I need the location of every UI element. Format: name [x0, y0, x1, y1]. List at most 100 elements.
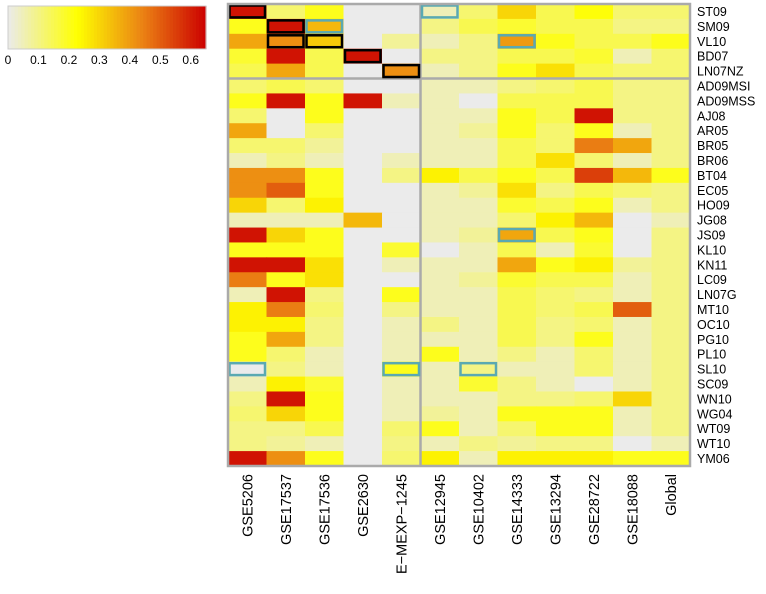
heatmap-cell	[266, 331, 306, 348]
heatmap-cell	[459, 421, 499, 437]
heatmap-cell	[497, 242, 537, 258]
heatmap-cell	[266, 406, 306, 422]
heatmap-cell	[343, 212, 383, 229]
legend-swatch	[67, 6, 72, 49]
highlight-box-teal	[459, 361, 498, 377]
heatmap-cell	[651, 48, 691, 65]
heatmap-cell	[536, 227, 576, 244]
heatmap-cell	[497, 376, 537, 393]
row-label: SC09	[697, 378, 728, 392]
highlight-box-black	[266, 34, 305, 49]
heatmap-cell	[228, 287, 268, 303]
legend-swatch	[110, 6, 115, 49]
heatmap-cell	[266, 346, 306, 363]
heatmap-cell	[459, 93, 499, 109]
heatmap-cell	[305, 212, 345, 229]
legend-swatch	[14, 6, 19, 49]
heatmap-cell	[228, 182, 268, 199]
heatmap-cell	[382, 48, 422, 65]
heatmap-cell	[459, 451, 499, 467]
heatmap-cell	[497, 436, 537, 452]
heatmap-cell	[613, 302, 653, 318]
heatmap-cell	[497, 48, 537, 65]
heatmap-cell	[343, 406, 383, 422]
legend-swatch	[90, 6, 95, 49]
heatmap-cell	[228, 78, 268, 95]
heatmap-cell	[651, 138, 691, 154]
heatmap-cell	[266, 48, 306, 65]
legend-swatch	[202, 6, 207, 49]
heatmap-cell	[305, 167, 345, 184]
highlight-box-black	[305, 34, 344, 49]
heatmap-cell	[536, 93, 576, 109]
heatmap-cell	[343, 391, 383, 407]
heatmap-cell	[228, 346, 268, 363]
heatmap-cell	[228, 138, 268, 154]
legend-swatch	[189, 6, 194, 49]
heatmap-cell	[497, 212, 537, 229]
column-label: GSE5206	[240, 474, 256, 537]
heatmap-cell	[459, 138, 499, 154]
heatmap-cell	[613, 197, 653, 214]
heatmap-cell	[266, 376, 306, 393]
heatmap-cell	[305, 436, 345, 452]
heatmap-cell	[497, 182, 537, 199]
heatmap-cell	[497, 406, 537, 422]
heatmap-cell	[420, 406, 460, 422]
row-label: LN07G	[697, 288, 737, 302]
row-label: BD07	[697, 50, 728, 64]
heatmap-cell	[459, 153, 499, 169]
legend-tick-label: 0	[5, 53, 12, 67]
heatmap-cell	[497, 227, 537, 244]
heatmap-cell	[613, 242, 653, 258]
heatmap-cell	[228, 391, 268, 407]
heatmap-cell	[651, 78, 691, 95]
heatmap-cell	[613, 227, 653, 244]
heatmap-cell	[497, 316, 537, 333]
heatmap-cell	[420, 302, 460, 318]
heatmap-cell	[651, 421, 691, 437]
highlight-box-black	[343, 48, 382, 64]
heatmap-cell	[574, 376, 614, 393]
column-label: GSE12945	[433, 474, 449, 545]
heatmap-cell	[574, 331, 614, 348]
legend-swatch	[133, 6, 138, 49]
heatmap-cell	[574, 167, 614, 184]
heatmap-cell	[266, 436, 306, 452]
heatmap-cell	[651, 272, 691, 288]
heatmap-cell	[228, 197, 268, 214]
heatmap-cell	[420, 287, 460, 303]
heatmap-cell	[651, 33, 691, 50]
column-label: GSE28722	[587, 474, 603, 545]
heatmap-cell	[305, 63, 345, 80]
legend-swatch	[153, 6, 158, 49]
row-label: EC05	[697, 184, 728, 198]
heatmap-cell	[613, 406, 653, 422]
row-labels: ST09SM09VL10BD07LN07NZAD09MSIAD09MSSAJ08…	[697, 5, 755, 466]
column-label: GSE17537	[279, 474, 295, 545]
heatmap-cell	[613, 421, 653, 437]
heatmap-cell	[651, 212, 691, 229]
heatmap-cell	[574, 272, 614, 288]
heatmap-cell	[613, 108, 653, 124]
heatmap-cell	[382, 108, 422, 124]
column-label: GSE17536	[317, 474, 333, 545]
heatmap-cell	[382, 421, 422, 437]
heatmap-cell	[651, 316, 691, 333]
heatmap-cell	[459, 123, 499, 139]
heatmap-cell	[382, 33, 422, 50]
heatmap-cell	[613, 182, 653, 199]
legend-swatch	[176, 6, 181, 49]
row-label: BR06	[697, 154, 728, 168]
heatmap-cell	[382, 242, 422, 258]
heatmap-cell	[459, 227, 499, 244]
heatmap-cell	[420, 197, 460, 214]
heatmap-cell	[382, 391, 422, 407]
highlight-box-teal	[228, 361, 267, 377]
heatmap-cell	[343, 153, 383, 169]
heatmap-cell	[305, 18, 345, 35]
heatmap-cell	[343, 346, 383, 363]
heatmap-cell	[459, 197, 499, 214]
heatmap-cell	[343, 451, 383, 467]
heatmap-cell	[613, 272, 653, 288]
